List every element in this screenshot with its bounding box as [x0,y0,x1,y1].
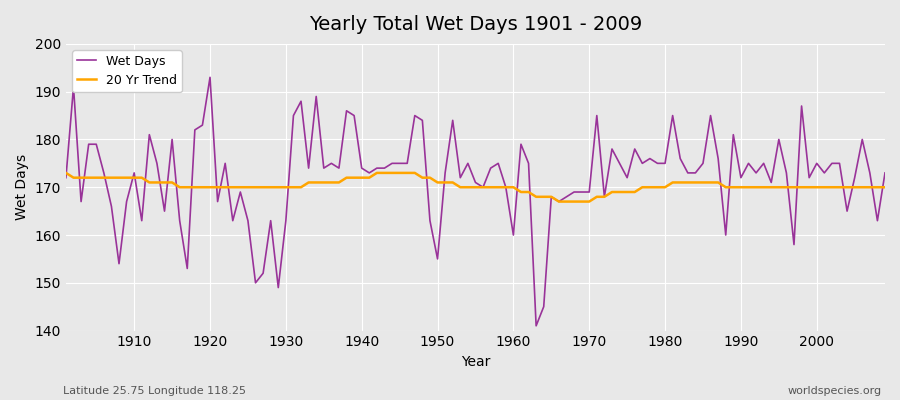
20 Yr Trend [500,185,511,190]
20 Yr Trend [879,185,890,190]
X-axis label: Year: Year [461,355,491,369]
Wet Days [614,161,625,166]
Y-axis label: Wet Days: Wet Days [15,154,29,220]
Wet Days [60,175,71,180]
Wet Days [879,170,890,175]
Wet Days [204,75,215,80]
20 Yr Trend [334,180,345,185]
20 Yr Trend [288,185,299,190]
Wet Days [122,199,132,204]
20 Yr Trend [508,185,518,190]
Wet Days [531,324,542,328]
Title: Yearly Total Wet Days 1901 - 2009: Yearly Total Wet Days 1901 - 2009 [309,15,642,34]
Line: 20 Yr Trend: 20 Yr Trend [66,173,885,202]
Wet Days [295,99,306,104]
Wet Days [516,142,526,147]
Wet Days [341,108,352,113]
Text: worldspecies.org: worldspecies.org [788,386,882,396]
Legend: Wet Days, 20 Yr Trend: Wet Days, 20 Yr Trend [72,50,182,92]
20 Yr Trend [554,199,564,204]
Text: Latitude 25.75 Longitude 118.25: Latitude 25.75 Longitude 118.25 [63,386,246,396]
20 Yr Trend [60,170,71,175]
Wet Days [508,233,518,238]
20 Yr Trend [607,190,617,194]
20 Yr Trend [122,175,132,180]
Line: Wet Days: Wet Days [66,77,885,326]
